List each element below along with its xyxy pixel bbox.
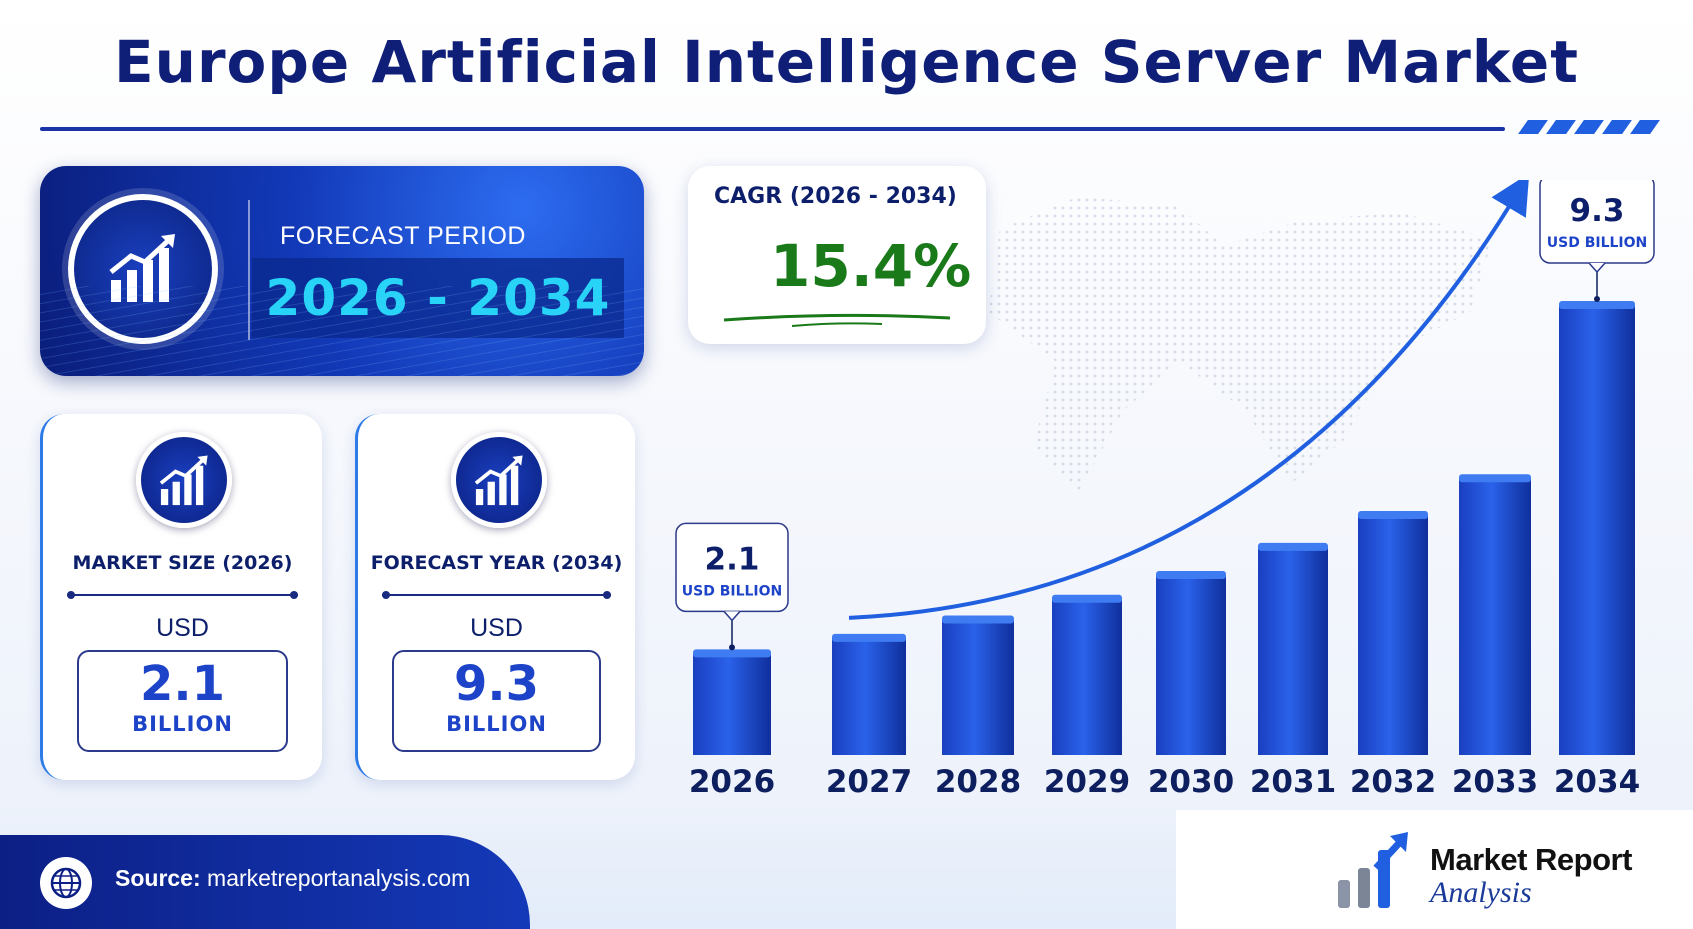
bar-body — [1559, 305, 1635, 755]
bar-top — [1052, 594, 1122, 603]
bar-top — [693, 649, 771, 658]
divider — [67, 591, 298, 599]
forecast-year-card: FORECAST YEAR (2034) USD 9.3 BILLION — [355, 414, 635, 780]
callout-dot — [729, 644, 735, 651]
x-tick-label: 2026 — [689, 764, 775, 800]
market-size-label: MARKET SIZE (2026) — [72, 552, 293, 574]
x-tick-label: 2028 — [935, 764, 1021, 800]
market-bar-chart: 2026 2027 2028 2029 2030 2031 2032 2033 2034 2.1… — [655, 180, 1680, 800]
trend-arrow — [848, 180, 1530, 620]
callout-unit: USD BILLION — [682, 583, 783, 599]
forecast-range: 2026 - 2034 — [265, 269, 611, 327]
bar-2031 — [1258, 542, 1328, 755]
x-tick-label: 2031 — [1250, 764, 1336, 800]
callout-pointer — [723, 610, 741, 622]
logo-area — [1176, 810, 1693, 929]
market-size-value-box: 2.1 BILLION — [77, 650, 288, 752]
cagr-label: CAGR (2026 - 2034) — [714, 184, 957, 209]
bar-body — [1358, 515, 1428, 755]
chart-svg: 2026 2027 2028 2029 2030 2031 2032 2033 2034 2.1… — [675, 180, 1655, 800]
x-tick-label: 2027 — [826, 764, 912, 800]
bar-top — [1459, 474, 1531, 483]
source-url[interactable]: marketreportanalysis.com — [207, 865, 471, 891]
source-label: Source: — [115, 865, 201, 891]
growth-chart-icon — [136, 432, 232, 528]
callout-dot — [1594, 296, 1600, 302]
logo-name: Market Report — [1430, 842, 1632, 877]
x-tick-label: 2033 — [1452, 764, 1538, 800]
bar-body — [1258, 546, 1328, 755]
callout-value: 9.3 — [1570, 193, 1625, 229]
growth-chart-icon — [68, 194, 218, 344]
bar-2034 — [1559, 301, 1635, 755]
bar-body — [1156, 575, 1226, 755]
bar-body — [1052, 598, 1122, 755]
bar-top — [1258, 542, 1328, 551]
bar-2027 — [832, 633, 906, 755]
x-tick-label: 2029 — [1044, 764, 1130, 800]
bar-2033 — [1459, 474, 1531, 755]
market-size-value: 2.1 — [139, 656, 226, 712]
forecast-divider — [248, 200, 250, 340]
x-tick-label: 2030 — [1148, 764, 1234, 800]
forecast-year-currency: USD — [470, 614, 523, 642]
cagr-value: 15.4% — [770, 232, 972, 300]
cagr-underline — [723, 313, 951, 327]
bar-top — [1559, 301, 1635, 309]
forecast-year-unit: BILLION — [446, 712, 547, 736]
market-size-currency: USD — [156, 614, 209, 642]
page-title: Europe Artificial Intelligence Server Ma… — [114, 28, 1579, 96]
forecast-year-value-box: 9.3 BILLION — [392, 650, 601, 752]
divider — [382, 591, 611, 599]
bar-body — [693, 653, 771, 755]
bar-top — [832, 633, 906, 642]
bar-top — [1358, 511, 1428, 519]
source-text: Source: marketreportanalysis.com — [115, 865, 470, 892]
bar-body — [832, 637, 906, 755]
forecast-year-label: FORECAST YEAR (2034) — [370, 552, 623, 574]
bar-body — [1459, 478, 1531, 755]
logo-subtitle: Analysis — [1430, 876, 1532, 909]
bar-top — [1156, 571, 1226, 579]
callout-unit: USD BILLION — [1547, 235, 1648, 251]
market-report-logo-icon — [1338, 832, 1408, 908]
callout-pointer — [1588, 262, 1606, 274]
x-tick-label: 2034 — [1554, 764, 1640, 800]
forecast-period-label: FORECAST PERIOD — [280, 222, 526, 250]
bar-2028 — [942, 615, 1014, 755]
bar-2032 — [1358, 511, 1428, 755]
forecast-range-box: 2026 - 2034 — [252, 258, 624, 338]
market-size-card: MARKET SIZE (2026) USD 2.1 BILLION — [40, 414, 322, 780]
cagr-card: CAGR (2026 - 2034) 15.4% — [688, 166, 986, 344]
forecast-year-value: 9.3 — [453, 656, 540, 712]
value-callout: 9.3 USD BILLION — [1539, 180, 1655, 302]
bar-2026 — [693, 649, 771, 755]
title-dashes — [1515, 120, 1660, 134]
title-rule — [40, 127, 1505, 131]
x-tick-label: 2032 — [1350, 764, 1436, 800]
value-callout: 2.1 USD BILLION — [675, 522, 789, 651]
bar-top — [942, 615, 1014, 624]
bar-2029 — [1052, 594, 1122, 755]
market-size-unit: BILLION — [132, 712, 233, 736]
growth-chart-icon — [451, 432, 547, 528]
globe-icon — [40, 857, 92, 909]
bar-body — [942, 619, 1014, 755]
bar-2030 — [1156, 571, 1226, 755]
callout-value: 2.1 — [705, 541, 760, 577]
forecast-period-card: FORECAST PERIOD 2026 - 2034 — [40, 166, 644, 376]
